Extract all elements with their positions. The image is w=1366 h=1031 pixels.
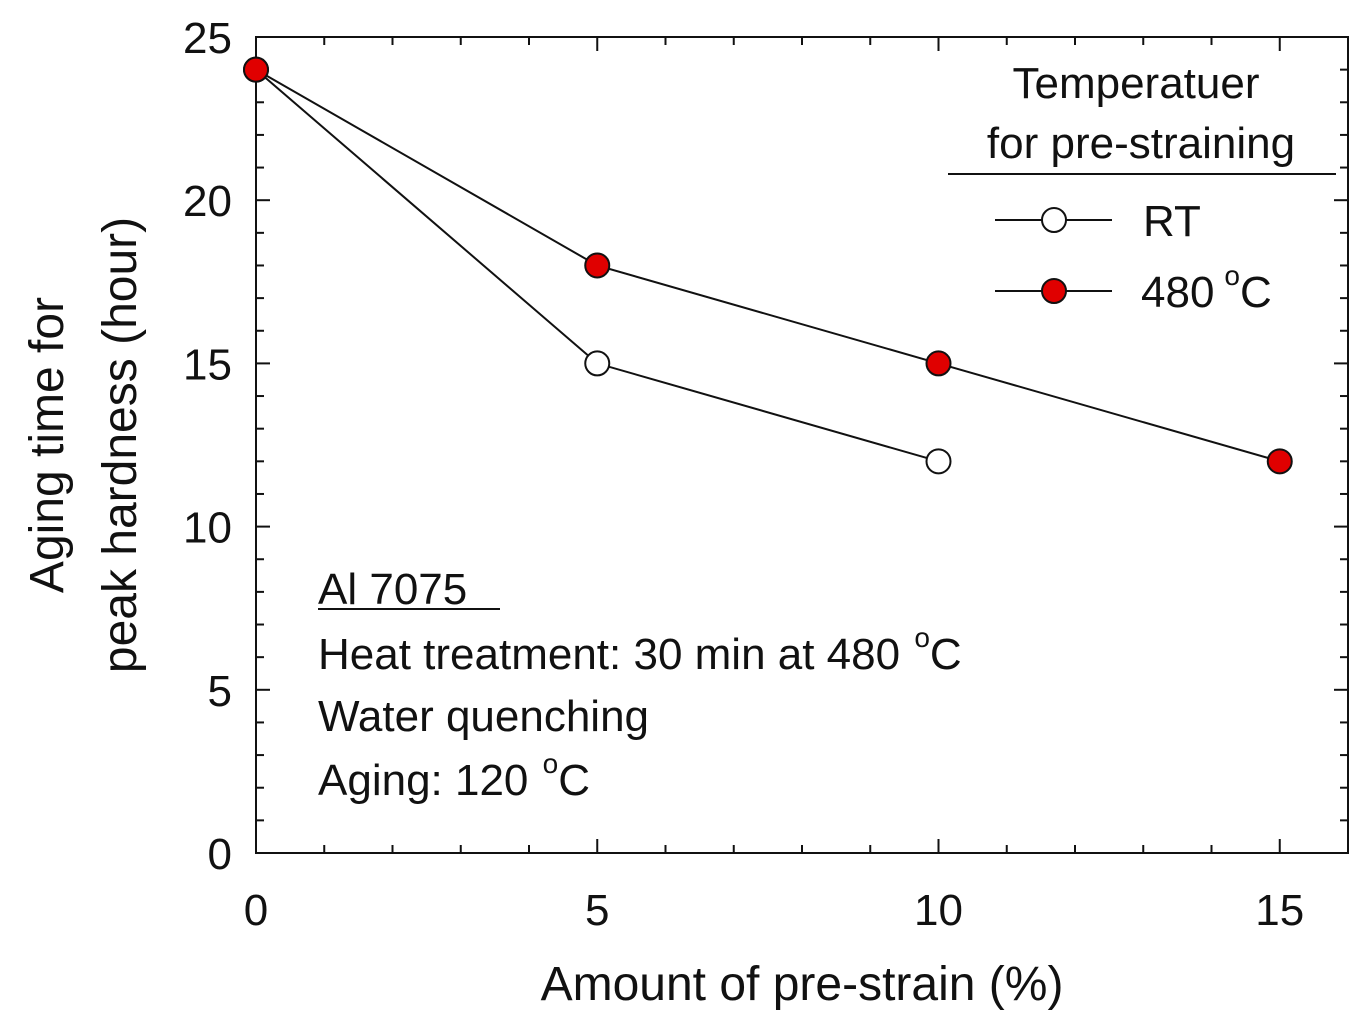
- legend-entry-480c: 480 oC: [995, 260, 1272, 317]
- legend-entry-rt: RT: [995, 197, 1201, 246]
- legend-marker-rt: [1041, 207, 1067, 233]
- annotation-block: Al 7075 Heat treatment: 30 min at 480 oC…: [318, 565, 962, 805]
- annotation-aging: Aging: 120 oC: [318, 748, 590, 805]
- y-tick-label: 15: [183, 340, 232, 389]
- annotation-aging-degree: o: [543, 748, 559, 779]
- legend-label-480c: 480 oC: [1141, 260, 1272, 317]
- legend-title-line1: Temperatuer: [1012, 59, 1259, 108]
- x-tick-label: 0: [244, 886, 268, 935]
- legend-marker-480c: [1041, 278, 1067, 304]
- annotation-heat-treatment-degree: o: [914, 622, 930, 653]
- annotation-title: Al 7075: [318, 565, 467, 614]
- legend: Temperatuer for pre-straining RT 480 oC: [948, 59, 1336, 317]
- data-point-480c: [584, 252, 611, 279]
- y-tick-label: 0: [208, 830, 232, 879]
- annotation-aging-unit: C: [558, 756, 590, 805]
- x-axis-title: Amount of pre-strain (%): [541, 958, 1064, 1011]
- data-point-480c: [925, 350, 952, 377]
- legend-title-line2: for pre-straining: [987, 119, 1295, 168]
- series-line-480c: [255, 68, 1281, 463]
- y-tick-label: 25: [183, 14, 232, 63]
- annotation-quenching: Water quenching: [318, 692, 649, 741]
- legend-label-rt: RT: [1143, 197, 1201, 246]
- data-point-rt: [584, 350, 611, 377]
- series-markers: [243, 56, 1293, 475]
- y-tick-label: 20: [183, 177, 232, 226]
- annotation-heat-treatment-text: Heat treatment: 30 min at 480: [318, 630, 912, 679]
- y-axis-title-line2: peak hardness (hour): [94, 217, 147, 673]
- legend-label-480c-unit: C: [1240, 268, 1272, 317]
- x-tick-label: 15: [1255, 886, 1304, 935]
- legend-label-480c-value: 480: [1141, 268, 1214, 317]
- data-point-480c: [243, 56, 269, 83]
- legend-label-480c-degree: o: [1224, 260, 1240, 291]
- annotation-heat-treatment-unit: C: [930, 630, 962, 679]
- data-point-480c: [1266, 448, 1293, 475]
- y-tick-label: 5: [208, 667, 232, 716]
- y-tick-label: 10: [183, 504, 232, 553]
- y-axis-title-line1: Aging time for: [21, 297, 74, 593]
- annotation-aging-text: Aging: 120: [318, 756, 541, 805]
- annotation-heat-treatment: Heat treatment: 30 min at 480 oC: [318, 622, 962, 679]
- tick-labels: 0 5 10 15 0 5 10 15 20 25: [183, 14, 1304, 935]
- data-point-rt: [925, 448, 952, 475]
- x-tick-label: 5: [585, 886, 609, 935]
- x-tick-label: 10: [914, 886, 963, 935]
